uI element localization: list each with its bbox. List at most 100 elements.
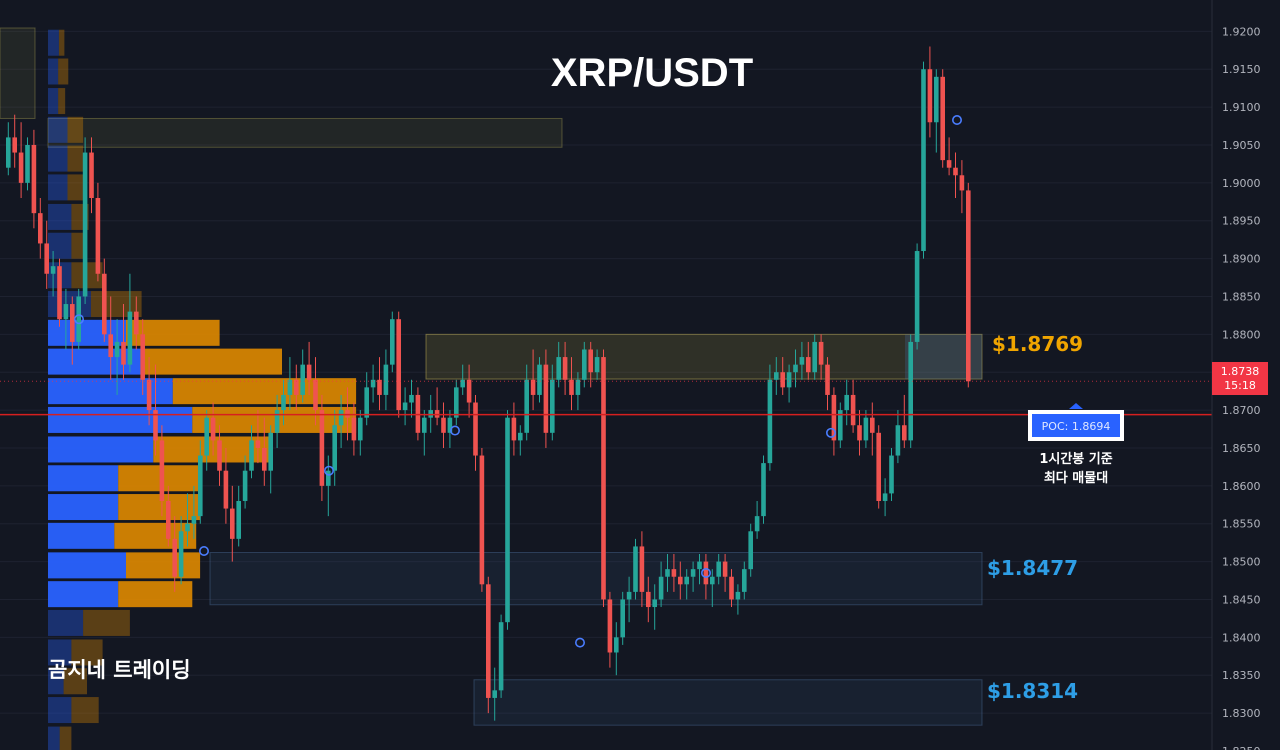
candle [786,364,792,403]
candle [25,137,30,191]
candle [716,554,721,585]
candle [38,198,43,259]
candle [774,357,779,395]
candle-body [882,493,888,501]
candle [946,137,952,176]
y-tick-label: 1.8850 [1222,290,1261,303]
candle [697,554,702,585]
candle-body [780,372,785,388]
volume-bar-down [67,174,84,201]
candle [422,410,427,456]
candle [313,357,318,426]
candle [402,387,408,426]
candle [895,410,901,464]
candle [217,425,222,486]
volume-bar-up [48,494,119,521]
candle [793,349,798,388]
candle-body [223,470,229,509]
candle-body [274,410,280,433]
candle [274,394,280,448]
candle [44,220,49,289]
candle-body [850,394,856,426]
candle-body [518,432,523,441]
candle [594,349,600,380]
candle-body [940,76,945,161]
candle [140,319,145,395]
volume-bar-down [59,726,72,750]
candle [530,349,536,411]
candle-body [863,417,869,441]
candle-body [594,357,600,373]
pivot-marker [323,465,334,476]
candle-body [614,637,619,653]
candle [863,410,869,448]
candle [543,349,549,448]
candle [31,129,37,229]
volume-bar-up [48,522,115,549]
volume-bar-down [126,319,220,346]
candle-body [18,152,24,183]
candle-body [134,311,139,335]
volume-bar-up [48,378,173,405]
candle-body [383,364,389,395]
candle-body [281,394,286,411]
volume-bar-up [48,232,72,259]
candle-body [959,175,965,191]
poc-note-line-2: 최다 매물대 [1044,470,1108,486]
candle [818,334,824,380]
candle [934,69,939,153]
candle-body [454,387,459,418]
candle-body [742,569,747,592]
candle-body [473,402,478,456]
candle [50,251,56,297]
support-2-zone [473,679,983,726]
volume-bar-up [48,465,119,492]
candle [159,425,165,517]
candle-body [294,379,299,395]
pivot-marker [449,425,460,436]
candle-body [722,561,728,577]
candle [108,296,113,380]
candle-body [530,379,536,395]
candle [383,349,389,411]
candle [492,667,497,721]
candle-body [172,538,177,577]
candle [294,364,299,411]
candle [953,152,958,199]
candle-body [505,417,510,623]
candle [268,425,273,494]
candle [908,334,913,448]
candle-body [370,379,376,388]
candle [799,341,805,380]
candle [95,182,101,282]
candle-body [710,576,715,585]
candle-body [870,417,875,433]
candle [671,554,677,592]
pivot-marker [74,314,85,325]
volume-bar-down [71,232,86,259]
candle-body [735,591,741,600]
candle [57,258,62,327]
candle [6,122,11,176]
last-price-value: 1.8738 [1221,365,1260,378]
candle-body [966,190,971,382]
volume-bar-up [48,639,72,666]
candle [127,273,133,373]
y-tick-label: 1.8500 [1222,556,1261,569]
candle [332,410,337,486]
volume-bar-up [48,726,60,750]
candle-body [902,425,907,441]
candle-body [601,357,606,600]
y-tick-label: 1.8600 [1222,480,1261,493]
y-tick-label: 1.8400 [1222,631,1261,644]
chart-title: XRP/USDT [551,51,753,95]
candle [601,349,606,608]
candle-body [799,357,805,365]
pivot-marker [825,427,836,438]
volume-bar-down [90,291,142,318]
support-1-label: $1.8477 [987,556,1078,580]
candle-body [146,379,152,411]
candle-body [428,410,433,418]
candle-body [754,516,760,532]
